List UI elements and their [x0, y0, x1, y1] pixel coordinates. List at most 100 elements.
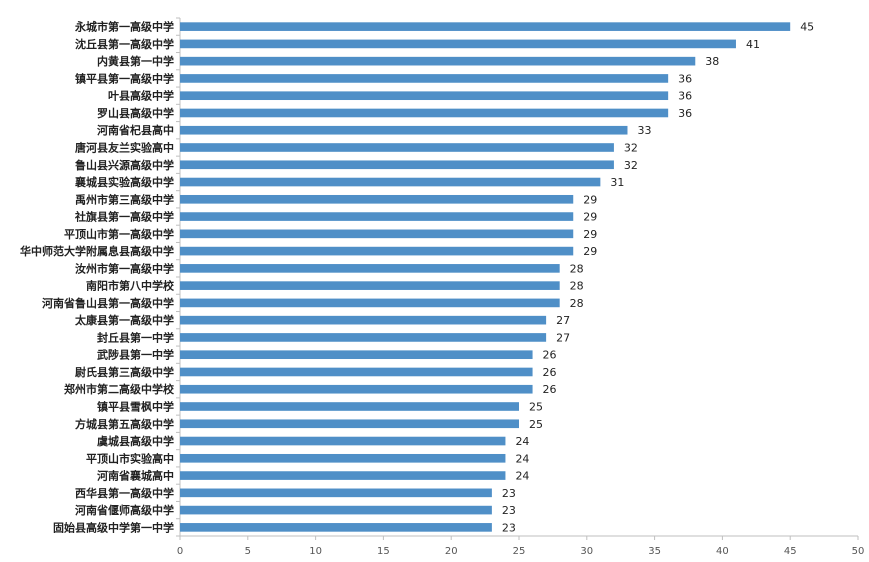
value-label: 31 — [610, 176, 624, 189]
bar — [180, 471, 506, 480]
bar — [180, 246, 574, 256]
bar — [180, 39, 736, 49]
category-label: 镇平县雪枫中学 — [97, 400, 174, 414]
x-tick-label: 10 — [309, 546, 322, 557]
value-label: 24 — [515, 435, 529, 448]
bar — [180, 505, 492, 515]
value-label: 29 — [583, 211, 597, 224]
bar — [180, 22, 791, 31]
bar — [180, 108, 669, 118]
category-label: 唐河县友兰实验高中 — [75, 141, 174, 155]
category-label: 内黄县第一中学 — [97, 54, 174, 68]
category-label: 西华县第一高级中学 — [75, 486, 174, 500]
bar — [180, 453, 506, 463]
bar — [180, 402, 519, 411]
value-label: 24 — [515, 470, 529, 483]
value-label: 36 — [678, 90, 692, 103]
category-label: 华中师范大学附属息县高级中学 — [20, 244, 174, 258]
category-label: 叶县高级中学 — [108, 89, 174, 103]
x-tick-label: 50 — [852, 546, 865, 557]
bar — [180, 177, 601, 187]
category-label: 镇平县第一高级中学 — [75, 71, 174, 85]
value-label: 23 — [502, 487, 516, 500]
category-label: 平顶山市实验高中 — [86, 451, 174, 465]
bar — [180, 367, 533, 377]
bar — [180, 419, 519, 429]
category-label: 尉氏县第三高级中学 — [75, 365, 174, 379]
bar — [180, 350, 533, 360]
value-label: 25 — [529, 418, 543, 431]
value-label: 29 — [583, 193, 597, 206]
x-tick-label: 5 — [245, 546, 251, 557]
bar — [180, 56, 696, 66]
value-label: 23 — [502, 521, 516, 534]
category-label: 禹州市第三高级中学 — [75, 192, 174, 206]
category-label: 太康县第一高级中学 — [74, 313, 174, 327]
category-label: 襄城县实验高级中学 — [74, 175, 174, 189]
value-label: 28 — [570, 262, 584, 275]
category-label: 永城市第一高级中学 — [74, 20, 174, 34]
category-label: 罗山县高级中学 — [97, 106, 174, 120]
bar — [180, 281, 560, 290]
category-label: 平顶山市第一高级中学 — [64, 227, 174, 241]
category-label: 河南省偃师高级中学 — [75, 503, 174, 517]
value-label: 27 — [556, 314, 570, 327]
bar — [180, 315, 547, 325]
value-label: 28 — [570, 280, 584, 293]
category-label: 封丘县第一中学 — [97, 330, 174, 344]
category-label: 鲁山县兴源高级中学 — [75, 158, 174, 172]
x-tick-label: 45 — [784, 546, 797, 557]
value-label: 26 — [543, 349, 557, 362]
bar — [180, 74, 669, 83]
value-label: 45 — [800, 21, 814, 34]
value-label: 28 — [570, 297, 584, 310]
value-label: 41 — [746, 38, 760, 51]
bar — [180, 264, 560, 273]
bar — [180, 143, 614, 152]
value-label: 36 — [678, 107, 692, 120]
category-label: 虞城县高级中学 — [97, 434, 174, 448]
category-label: 社旗县第一高级中学 — [74, 210, 174, 224]
bar — [180, 160, 614, 170]
bar — [180, 194, 574, 204]
value-label: 26 — [543, 366, 557, 379]
value-label: 23 — [502, 504, 516, 517]
bar — [180, 212, 574, 221]
x-tick-label: 15 — [377, 546, 390, 557]
bar — [180, 229, 574, 239]
category-label: 南阳市第八中学校 — [86, 279, 175, 293]
category-label: 河南省鲁山县第一高级中学 — [42, 296, 174, 310]
value-label: 32 — [624, 142, 638, 155]
value-label: 33 — [637, 124, 651, 137]
bar — [180, 125, 628, 135]
x-tick-label: 30 — [580, 546, 593, 557]
x-tick-label: 35 — [648, 546, 661, 557]
bar — [180, 333, 547, 342]
value-label: 24 — [515, 452, 529, 465]
category-label: 河南省襄城高中 — [97, 469, 174, 483]
value-label: 25 — [529, 401, 543, 414]
value-label: 38 — [705, 55, 719, 68]
category-label: 武陟县第一中学 — [97, 348, 174, 362]
value-label: 36 — [678, 72, 692, 85]
category-label: 沈丘县第一高级中学 — [75, 37, 174, 51]
value-label: 27 — [556, 331, 570, 344]
category-label: 河南省杞县高中 — [97, 123, 174, 137]
value-label: 29 — [583, 228, 597, 241]
bar — [180, 298, 560, 308]
x-tick-label: 25 — [513, 546, 526, 557]
x-tick-label: 40 — [716, 546, 729, 557]
value-label: 29 — [583, 245, 597, 258]
category-label: 郑州市第二高级中学校 — [64, 382, 175, 396]
value-label: 32 — [624, 159, 638, 172]
bar — [180, 91, 669, 101]
category-label: 方城县第五高级中学 — [75, 417, 174, 431]
bar — [180, 436, 506, 446]
x-tick-label: 20 — [445, 546, 458, 557]
category-label: 汝州市第一高级中学 — [75, 261, 174, 275]
category-label: 固始县高级中学第一中学 — [53, 520, 174, 534]
value-label: 26 — [543, 383, 557, 396]
bar — [180, 488, 492, 498]
